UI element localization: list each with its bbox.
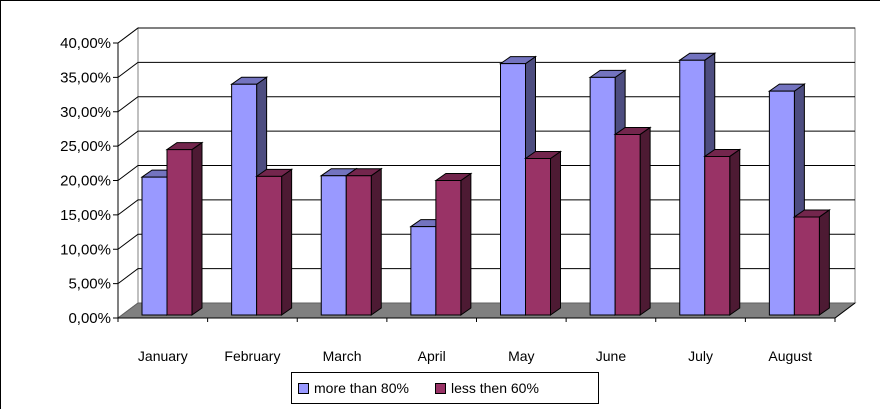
- x-tick-label: August: [768, 348, 812, 364]
- bar-face: [141, 176, 168, 316]
- bar-face: [166, 149, 193, 316]
- bar-face: [639, 126, 651, 316]
- x-tick-label: March: [323, 348, 362, 364]
- bar-face: [679, 59, 706, 316]
- legend-label-less-then-60: less then 60%: [450, 380, 539, 396]
- bar-face: [370, 167, 382, 316]
- gridline: [117, 27, 855, 44]
- x-tick-label: February: [224, 348, 280, 364]
- bar-april-series-2: [434, 172, 473, 316]
- bar-january-series-2: [165, 141, 204, 316]
- legend-swatch-less-then-60: [434, 382, 446, 394]
- bar-face: [550, 150, 561, 316]
- y-tick-label: 30,00%: [60, 104, 111, 121]
- bar-face: [525, 158, 551, 316]
- legend-label-more-than-80: more than 80%: [314, 380, 409, 396]
- bar-face: [589, 76, 616, 316]
- bar-face: [231, 83, 258, 316]
- bar-face: [614, 133, 641, 316]
- bar-july-series-2: [703, 148, 742, 316]
- bar-face: [320, 175, 347, 316]
- x-axis-depth-line: [834, 302, 856, 319]
- bar-march-series-2: [344, 167, 383, 316]
- x-tick-label: April: [418, 348, 446, 364]
- y-tick-label: 20,00%: [60, 173, 111, 190]
- x-tick-label: July: [688, 348, 713, 364]
- y-tick-label: 10,00%: [60, 241, 111, 258]
- x-tick-label: January: [138, 348, 188, 364]
- bar-february-series-2: [255, 168, 294, 316]
- gridline: [117, 61, 855, 78]
- x-tick-label: June: [596, 348, 627, 364]
- bar-face: [500, 63, 526, 316]
- legend-item-less-then-60: less then 60%: [434, 380, 539, 396]
- x-tick-label: May: [508, 348, 534, 364]
- y-tick-label: 25,00%: [60, 138, 111, 155]
- y-tick-label: 35,00%: [60, 69, 111, 86]
- bar-face: [729, 148, 741, 316]
- y-tick-label: 15,00%: [60, 207, 111, 224]
- y-tick-label: 40,00%: [60, 35, 111, 52]
- bar-face: [704, 155, 731, 316]
- bar-face: [793, 216, 820, 316]
- legend-item-more-than-80: more than 80%: [298, 380, 409, 396]
- floor: [116, 302, 857, 319]
- bar-june-series-2: [613, 126, 652, 316]
- chart-legend: more than 80% less then 60%: [291, 372, 599, 404]
- legend-swatch-more-than-80: [298, 382, 309, 394]
- bar-face: [435, 180, 462, 316]
- bar-face: [256, 175, 283, 316]
- bar-face: [345, 175, 372, 316]
- bar-face: [191, 141, 203, 316]
- y-tick-label: 5,00%: [68, 276, 111, 293]
- bar-face: [281, 168, 293, 316]
- y-tick-label: 0,00%: [68, 310, 111, 327]
- bar-face: [818, 208, 830, 316]
- bar-may-series-2: [523, 150, 563, 316]
- bar-august-series-2: [792, 208, 831, 316]
- bar-face: [410, 226, 437, 316]
- bar-face: [460, 172, 472, 316]
- bar-face: [768, 90, 795, 316]
